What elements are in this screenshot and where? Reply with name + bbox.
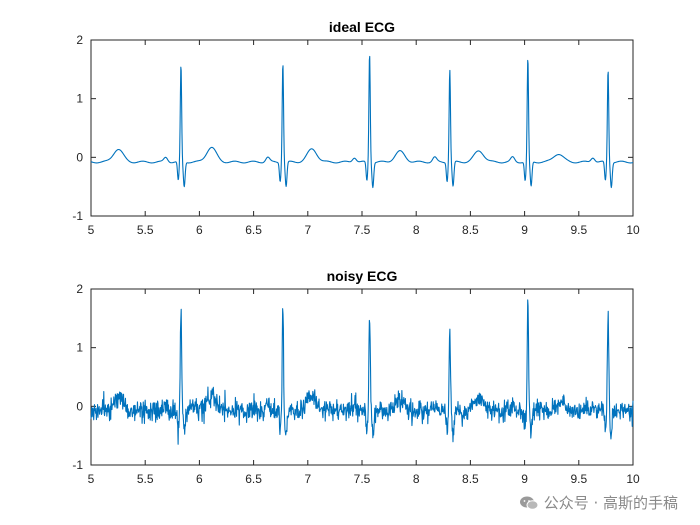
x-tick-label: 9 [521, 223, 528, 237]
y-tick-label: -1 [72, 458, 83, 472]
chart-panel-1: ideal ECG 5 5.5 6 6.5 7 7.5 8 8.5 9 9.5 10 -1 0 1 2 [72, 19, 640, 237]
x-tick-label: 6.5 [245, 472, 262, 486]
ecg-trace [90, 55, 634, 189]
x-tick-label: 5.5 [137, 223, 154, 237]
x-tick-label: 10 [626, 223, 640, 237]
x-tick-label: 8 [413, 472, 420, 486]
x-tick-label: 5 [88, 223, 95, 237]
chart-title: ideal ECG [329, 19, 395, 35]
x-tick-label: 8 [413, 223, 420, 237]
y-tick-label: 0 [76, 399, 83, 413]
y-tick-label: 2 [76, 282, 83, 296]
x-tick-label: 7.5 [354, 472, 371, 486]
x-tick-label: 8.5 [462, 223, 479, 237]
x-tick-label: 6 [196, 223, 203, 237]
watermark: 公众号 · 高斯的手稿 [519, 492, 678, 513]
x-tick-label: 10 [626, 472, 640, 486]
ecg-trace [90, 299, 634, 445]
x-tick-label: 9.5 [570, 223, 587, 237]
y-tick-label: -1 [72, 209, 83, 223]
y-tick-label: 1 [76, 341, 83, 355]
wechat-icon [519, 496, 539, 510]
watermark-text: 公众号 · 高斯的手稿 [543, 494, 678, 512]
x-tick-label: 7.5 [354, 223, 371, 237]
y-tick-label: 1 [76, 92, 83, 106]
x-tick-label: 5 [88, 472, 95, 486]
plot-area [90, 288, 634, 466]
x-tick-label: 7 [304, 223, 311, 237]
x-tick-label: 8.5 [462, 472, 479, 486]
y-tick-label: 0 [76, 150, 83, 164]
x-tick-label: 7 [304, 472, 311, 486]
x-tick-label: 6 [196, 472, 203, 486]
x-tick-label: 9 [521, 472, 528, 486]
chart-title: noisy ECG [327, 268, 398, 284]
x-tick-label: 9.5 [570, 472, 587, 486]
chart-panel-2: noisy ECG 5 5.5 6 6.5 7 7.5 8 8.5 9 9.5 10 -1 0 1 2 [72, 268, 640, 486]
x-tick-label: 6.5 [245, 223, 262, 237]
x-tick-label: 5.5 [137, 472, 154, 486]
plot-area [90, 39, 634, 217]
y-tick-label: 2 [76, 33, 83, 47]
